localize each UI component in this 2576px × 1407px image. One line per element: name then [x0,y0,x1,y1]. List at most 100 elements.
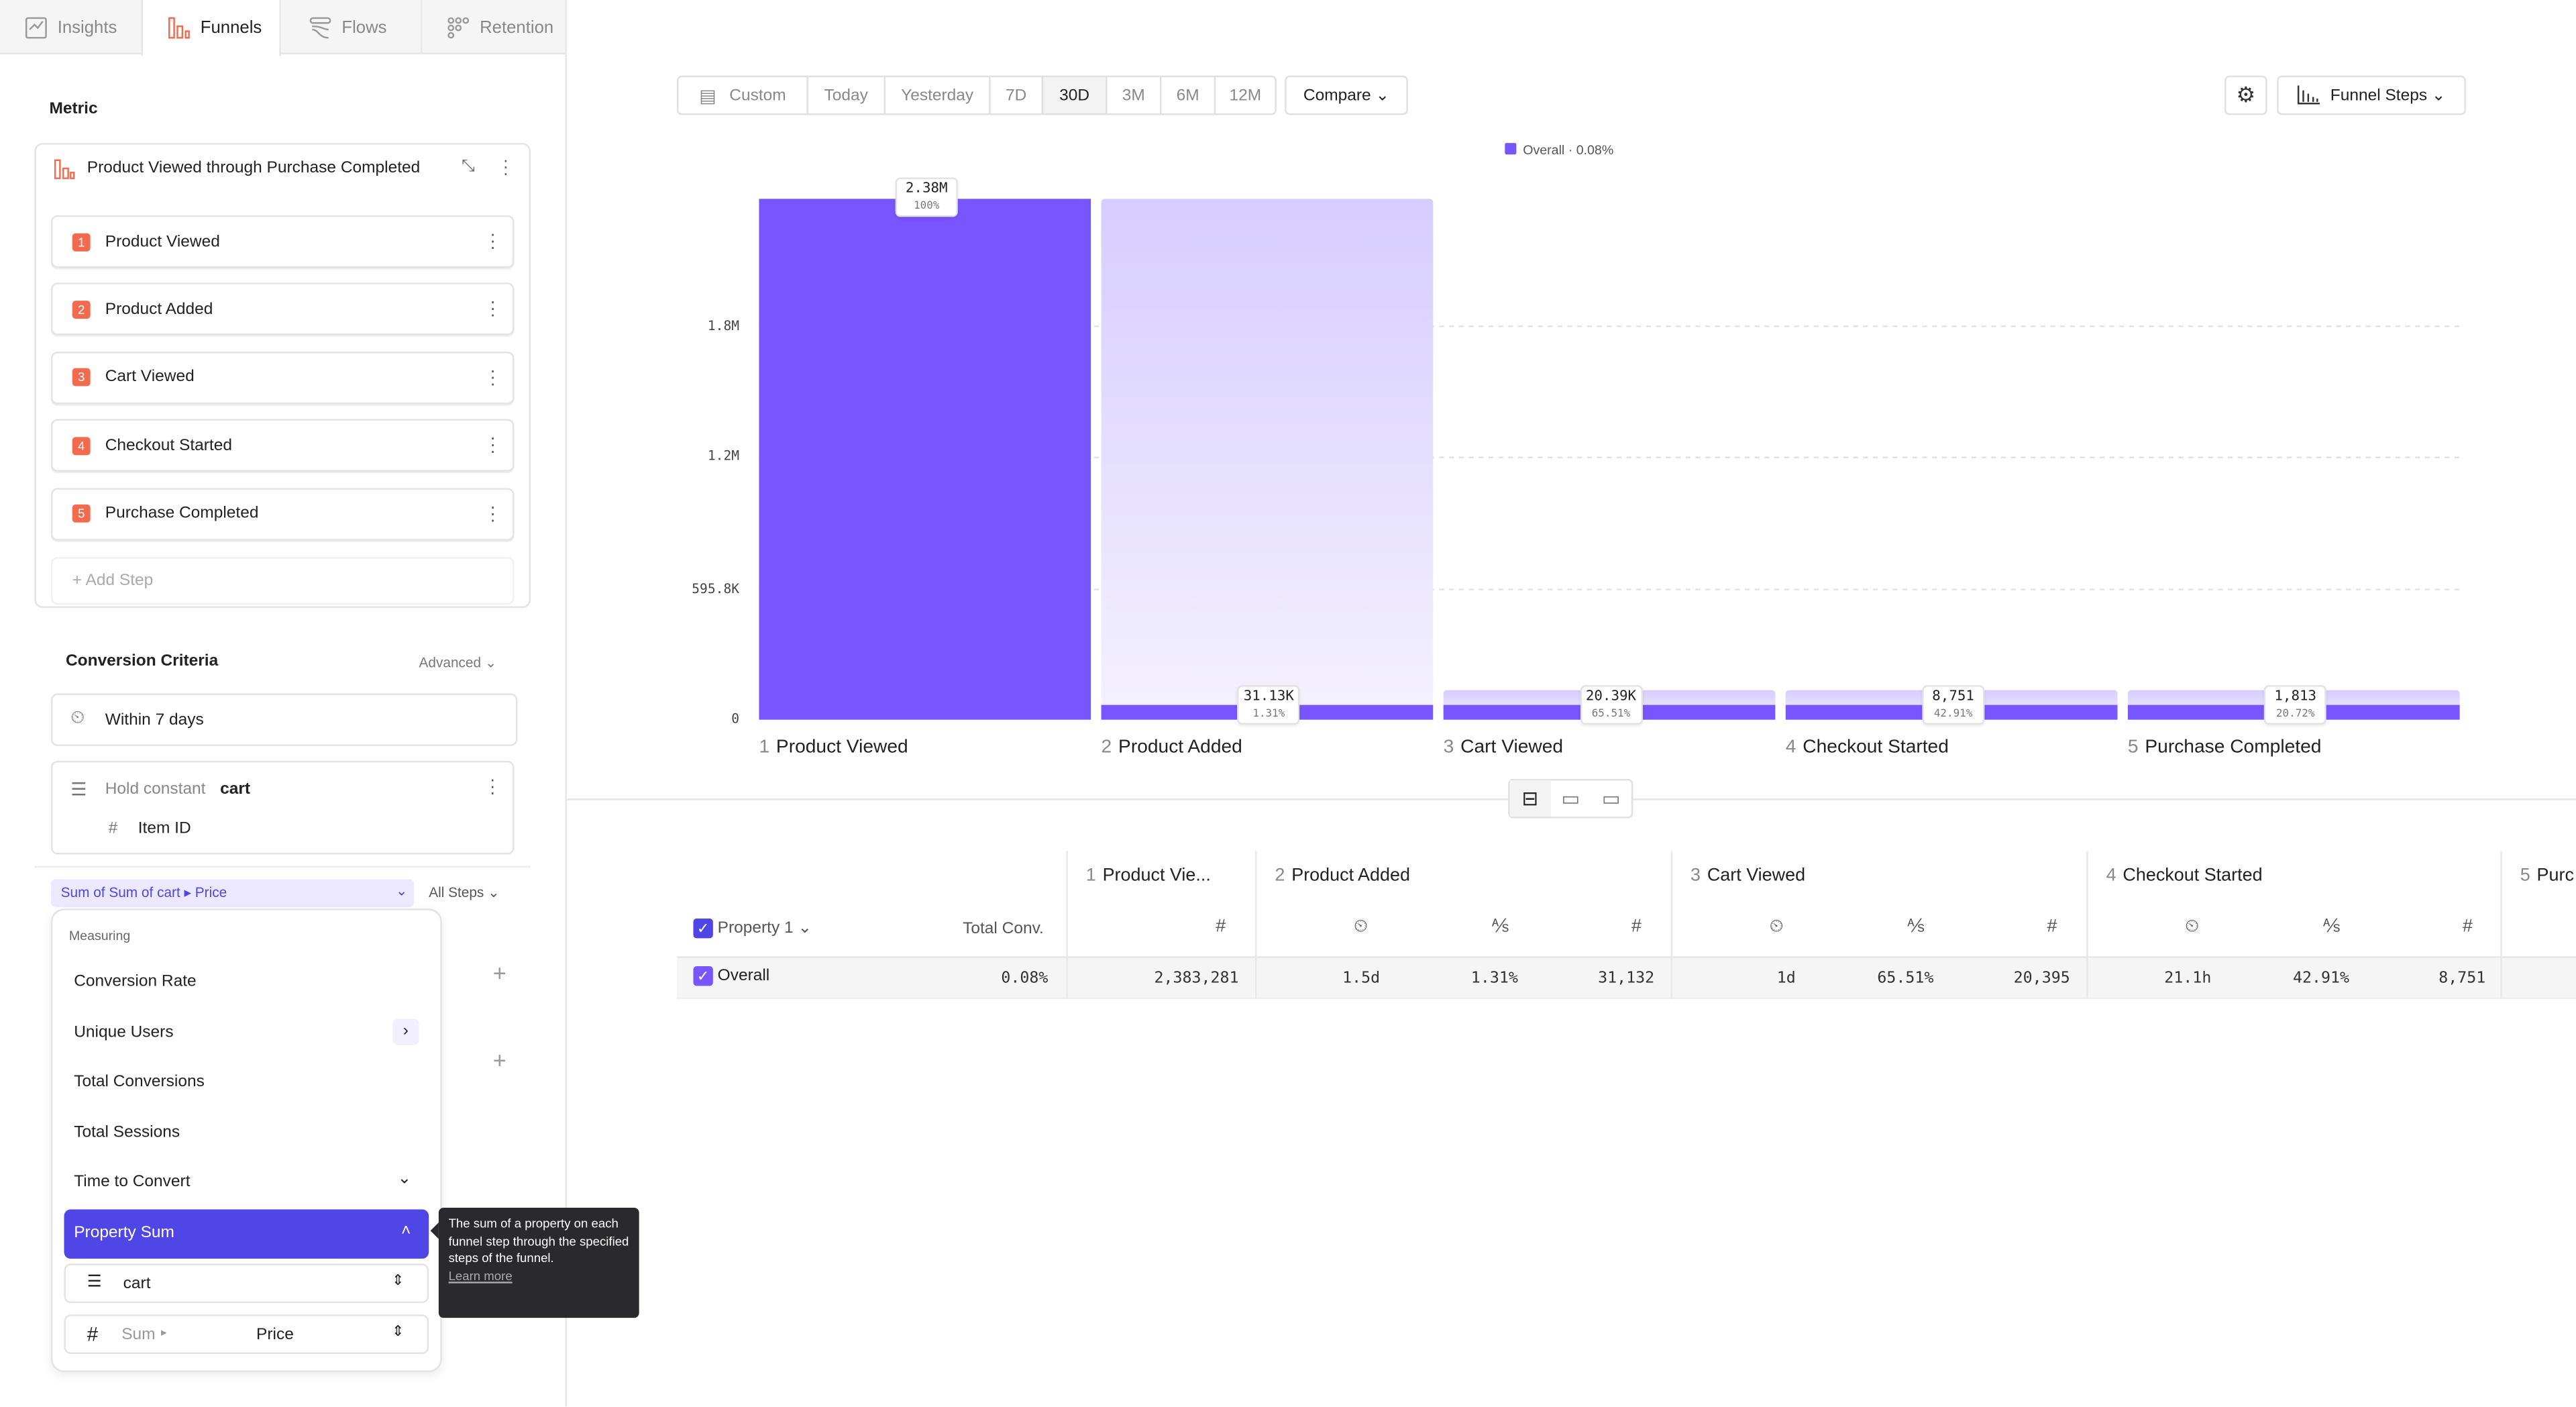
add-step-button[interactable]: + Add Step [50,557,515,605]
metric-heading: Metric [49,100,98,119]
chevron-down-icon: ⌄ [484,654,497,671]
step-column-header[interactable]: 2 Product Added [1275,866,1410,886]
list-icon: ☰ [87,1273,102,1292]
chevron-down-icon: ⌄ [397,1169,412,1188]
add-icon[interactable]: + [492,1047,506,1074]
conversion-window[interactable]: ⏲ Within 7 days [50,693,518,746]
add-step-label: Add Step [85,572,154,590]
more-icon[interactable]: · · · [489,770,496,804]
menu-item-conversion-rate[interactable]: Conversion Rate [74,972,197,991]
y-tick-label: 1.2M [707,449,740,464]
funnel-step[interactable]: 1 Product Viewed · · · [50,215,515,268]
metric-title[interactable]: Product Viewed through Purchase Complete… [87,159,421,178]
value-label: 2.38M [905,180,948,197]
learn-more-link[interactable]: Learn more [448,1267,513,1283]
step-column-header[interactable]: 4 Checkout Started [2106,866,2263,886]
menu-item-total-conversions[interactable]: Total Conversions [74,1073,205,1092]
conversion-chart-icon[interactable]: ⅍ [1907,917,1925,937]
funnel-step[interactable]: 5 Purchase Completed · · · [50,487,515,540]
tab-insights[interactable]: Insights [0,0,142,54]
row-label: Overall [717,967,770,986]
step-number: 4 [2106,866,2116,886]
chart-legend[interactable]: Overall · 0.08% [1505,143,1613,158]
funnel-steps-button[interactable]: Funnel Steps ⌄ [2277,75,2466,115]
conversion-chart-icon[interactable]: ⅍ [1491,917,1509,937]
range-label: 6M [1176,86,1199,105]
tab-flows[interactable]: Flows [284,0,421,54]
settings-button[interactable]: ⚙ [2224,75,2267,115]
range-yesterday[interactable]: Yesterday [883,75,991,115]
time-icon[interactable]: ⏲ [2185,917,2200,937]
caret-right-icon: ▸ [161,1327,167,1339]
property-column-header[interactable]: ✓ Property 1 ⌄ [693,918,812,939]
table-layout-icon[interactable]: ▭ [1601,787,1621,811]
compare-button[interactable]: Compare ⌄ [1285,75,1408,115]
more-icon[interactable]: · · · [490,497,496,531]
hash-icon[interactable]: # [1216,917,1226,937]
aggregation-select[interactable]: # Sum ▸ Price ⇕ [64,1314,429,1354]
funnel-steps-label: Funnel Steps [2330,86,2428,105]
hold-constant-label: Hold constant [105,780,206,799]
hash-icon[interactable]: # [2047,917,2057,937]
chart-layout-icon[interactable]: ▭ [1561,787,1580,811]
funnel-step[interactable]: 4 Checkout Started · · · [50,419,515,472]
value-label: 1,813 [2274,688,2317,705]
tab-label: Flows [341,17,387,38]
overall-row-label[interactable]: ✓ Overall [693,966,769,986]
step-number: 5 [2520,866,2530,886]
conversion-chart-icon[interactable]: ⅍ [2322,917,2341,937]
chevron-right-icon[interactable]: › [392,1019,419,1045]
range-6m[interactable]: 6M [1159,75,1216,115]
tab-funnels[interactable]: Funnels [141,0,281,56]
more-icon[interactable]: · · · [490,429,496,462]
advanced-dropdown[interactable]: Advanced ⌄ [419,654,496,672]
funnel-step[interactable]: 3 Cart Viewed · · · [50,351,515,404]
time-icon[interactable]: ⏲ [1353,917,1368,937]
value-label: 20.39K [1585,688,1637,705]
range-12m[interactable]: 12M [1214,75,1277,115]
measure-select[interactable]: Sum of Sum of cart ▸ Price ⌄ [50,879,415,907]
step-number: 3 [72,368,91,387]
bar-value-label: 31.13K 1.31% [1237,685,1300,725]
tab-retention[interactable]: Retention [420,0,566,54]
more-icon[interactable]: · · · [502,151,509,185]
checkbox[interactable]: ✓ [693,966,713,986]
hold-constant-value[interactable]: cart [220,780,251,799]
range-30d[interactable]: 30D [1041,75,1108,115]
table-cell: 21.1h [2164,969,2212,988]
step-column-header[interactable]: 5 Purc [2520,866,2574,886]
total-conv-cell: 0.08% [1001,969,1049,988]
category-label: Product Added [1118,737,1242,758]
step-name: Product Vie... [1102,866,1211,886]
collapse-icon[interactable]: ⤡ [462,158,475,176]
hold-item[interactable]: Item ID [138,820,191,838]
flows-icon [309,16,331,38]
property-select[interactable]: ☰ cart ⇕ [64,1263,429,1304]
table-cell: 31,132 [1598,969,1655,988]
aggregation-property: Price [256,1326,294,1345]
menu-item-unique-users[interactable]: Unique Users [74,1023,174,1042]
y-tick-label: 0 [731,711,740,727]
all-steps-dropdown[interactable]: All Steps ⌄ [429,884,500,901]
menu-item-property-sum[interactable]: Property Sum ˄ [64,1209,429,1259]
menu-item-total-sessions[interactable]: Total Sessions [74,1124,180,1143]
menu-item-time-to-convert[interactable]: Time to Convert [74,1173,191,1192]
step-label: Purchase Completed [105,505,259,523]
step-number: 4 [72,436,91,455]
add-icon[interactable]: + [492,959,506,986]
range-3m[interactable]: 3M [1106,75,1162,115]
tooltip-arrow [430,1222,439,1239]
time-icon[interactable]: ⏲ [1769,917,1784,937]
step-column-header[interactable]: 1 Product Vie... [1086,866,1211,886]
checkbox[interactable]: ✓ [693,918,713,939]
bar-1[interactable] [759,199,1091,720]
more-icon[interactable]: · · · [490,293,496,326]
hash-icon[interactable]: # [1631,917,1642,937]
more-icon[interactable]: · · · [490,225,496,258]
step-column-header[interactable]: 3 Cart Viewed [1690,866,1805,886]
funnel-step[interactable]: 2 Product Added · · · [50,283,515,336]
split-layout-icon[interactable]: ⊟ [1509,780,1551,817]
range-today[interactable]: Today [806,75,886,115]
hash-icon[interactable]: # [2463,917,2473,937]
more-icon[interactable]: · · · [490,361,496,395]
